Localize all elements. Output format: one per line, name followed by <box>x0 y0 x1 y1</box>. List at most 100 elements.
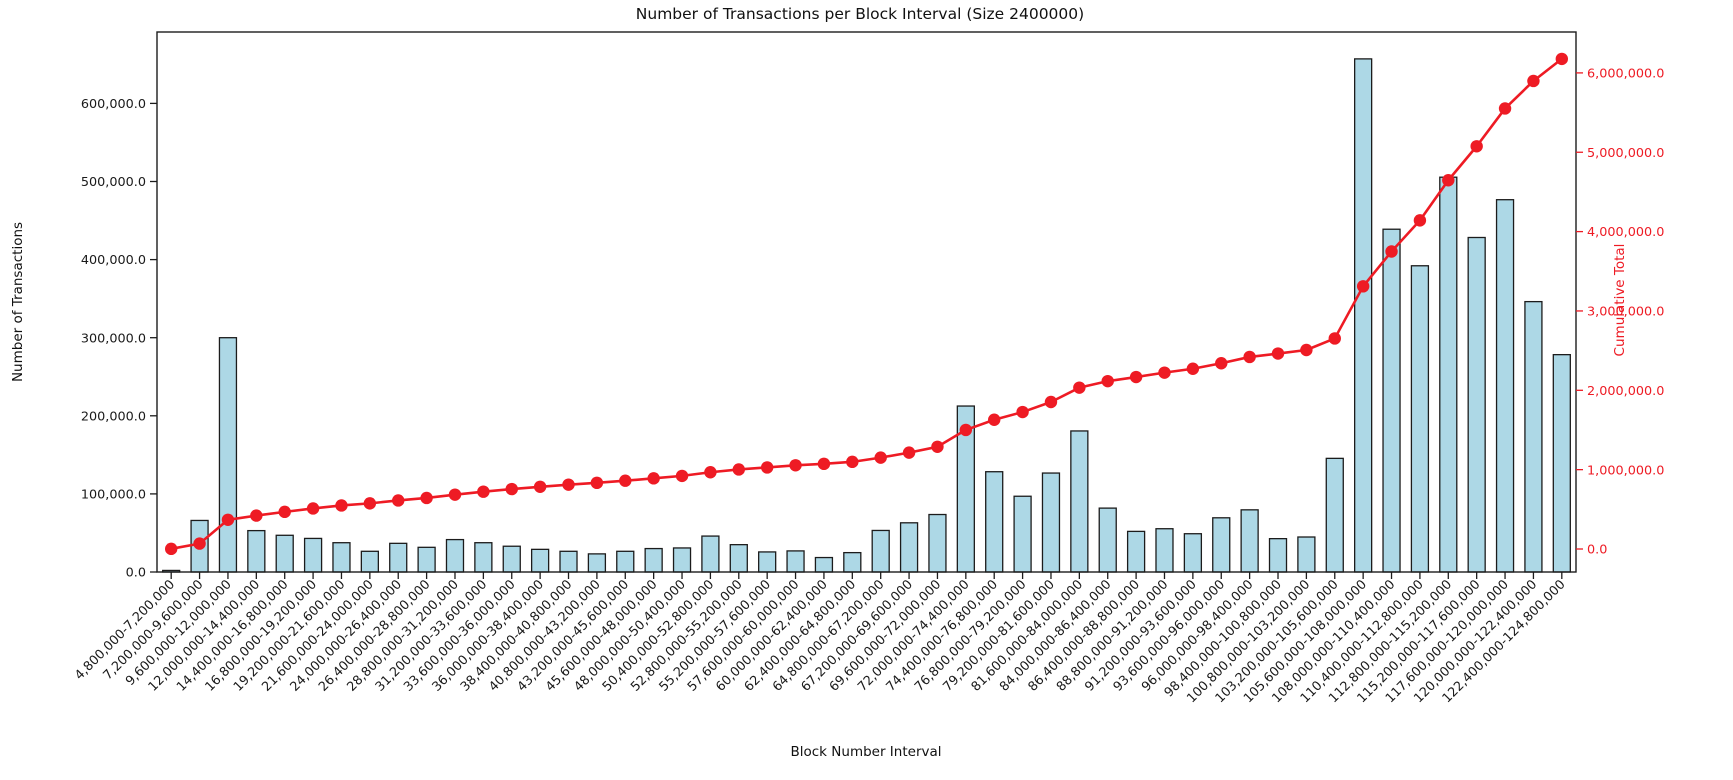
bar <box>417 546 436 573</box>
cumulative-point <box>1073 381 1086 394</box>
cumulative-point <box>1527 74 1540 88</box>
bar <box>616 550 635 573</box>
bar <box>871 529 890 573</box>
chart-title: Number of Transactions per Block Interva… <box>636 5 1084 23</box>
right-tick-label: 2,000,000.0 <box>1587 384 1664 399</box>
cumulative-point <box>1129 370 1143 384</box>
cumulative-point <box>590 476 604 490</box>
bar <box>559 550 578 573</box>
cumulative-point <box>959 423 973 437</box>
bar <box>928 513 947 573</box>
cumulative-point <box>1470 140 1483 153</box>
cumulative-point <box>789 459 802 472</box>
bar <box>218 337 238 573</box>
cumulative-point <box>1385 245 1398 258</box>
bar <box>275 534 294 573</box>
bar <box>701 535 720 573</box>
cumulative-point <box>1101 374 1114 388</box>
cumulative-point <box>193 537 206 550</box>
bar <box>1552 353 1571 573</box>
cumulative-point <box>278 505 291 519</box>
plot-area: 0.0 100,000.0 200,000.0 300,000.0 400,000.0 5… <box>72 31 1664 706</box>
cumulative-point <box>1498 102 1512 115</box>
bar <box>1126 530 1146 573</box>
cumulative-point <box>988 413 1001 426</box>
cumulative-point <box>817 457 831 471</box>
cumulative-point <box>1555 52 1569 66</box>
cumulative-point <box>647 472 660 485</box>
cumulative-point <box>562 478 575 491</box>
cumulative-point <box>1186 362 1200 375</box>
x-axis-label: Block Number Interval <box>790 744 941 760</box>
right-tick-label: 3,000,000.0 <box>1587 305 1664 320</box>
right-tick-label: 1,000,000.0 <box>1587 463 1664 478</box>
cumulative-point <box>448 488 462 501</box>
left-tick-label: 100,000.0 <box>81 488 146 503</box>
bar <box>1439 176 1458 573</box>
cumulative-point <box>1300 343 1313 357</box>
bar <box>1183 533 1203 573</box>
bar <box>1041 472 1061 573</box>
bar <box>1013 495 1032 573</box>
bar <box>1382 228 1401 573</box>
bar <box>843 551 862 573</box>
cumulative-point <box>533 480 547 493</box>
bar <box>644 547 663 573</box>
bar <box>247 529 266 573</box>
bar <box>1268 538 1288 573</box>
cumulative-point <box>1016 405 1029 419</box>
cumulative-point <box>760 461 774 474</box>
cumulative-line <box>170 57 1563 551</box>
bar <box>587 553 607 573</box>
bar <box>814 556 834 573</box>
cumulative-point <box>902 446 916 459</box>
cumulative-point <box>1413 214 1427 227</box>
cumulative-point <box>306 502 320 515</box>
bar <box>985 471 1004 573</box>
cumulative-point <box>704 466 717 479</box>
bar <box>1070 430 1089 573</box>
bar <box>1410 265 1430 573</box>
cumulative-point <box>221 513 235 526</box>
bar <box>530 548 550 573</box>
bar <box>1098 507 1117 573</box>
cumulative-point <box>846 455 859 469</box>
cumulative-point <box>335 499 348 512</box>
bar <box>1467 236 1486 573</box>
left-tick-label: 400,000.0 <box>81 253 146 268</box>
bar <box>502 545 521 573</box>
cumulative-point <box>392 494 405 507</box>
cumulative-point <box>505 482 518 496</box>
bar <box>389 542 408 573</box>
left-tick-label: 500,000.0 <box>81 175 146 190</box>
bar <box>672 547 692 573</box>
bar <box>1354 58 1373 573</box>
cumulative-point <box>732 463 745 476</box>
bar <box>729 544 748 573</box>
cumulative-point <box>675 469 689 483</box>
right-tick-label: 0.0 <box>1587 543 1607 558</box>
bar <box>758 551 777 573</box>
bar <box>1524 300 1543 573</box>
right-tick-label: 6,000,000.0 <box>1587 67 1664 82</box>
left-tick-label: 300,000.0 <box>81 331 146 346</box>
y-axis-label-left: Number of Transactions <box>10 222 26 382</box>
left-tick-label: 200,000.0 <box>81 409 146 424</box>
axes-spines <box>156 31 1577 573</box>
left-tick-label: 600,000.0 <box>81 97 146 112</box>
left-tick-label: 0.0 <box>126 566 146 581</box>
cumulative-point <box>164 542 178 556</box>
bar <box>1212 517 1231 573</box>
cumulative-point <box>874 451 887 464</box>
cumulative-point <box>363 497 377 510</box>
cumulative-point <box>931 440 944 453</box>
bar <box>360 550 380 573</box>
cumulative-point <box>1158 366 1171 379</box>
bar <box>332 542 351 573</box>
bar <box>303 537 323 573</box>
bar <box>1325 457 1344 573</box>
bar <box>786 550 805 573</box>
cumulative-point <box>420 491 433 505</box>
